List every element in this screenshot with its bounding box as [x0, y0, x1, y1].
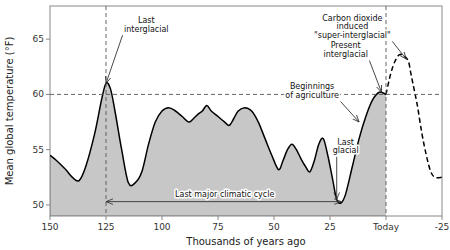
y-tick [46, 94, 50, 95]
y-tick [46, 149, 50, 150]
y-tick-label: 60 [33, 89, 45, 99]
x-tick-label: 125 [97, 222, 114, 232]
x-tick-label: Today [372, 222, 400, 232]
x-tick [442, 216, 443, 220]
y-tick [46, 39, 50, 40]
y-tick-label: 50 [33, 200, 45, 210]
annotation: Carbon dioxideinduced"super-interglacial… [314, 14, 391, 40]
annotation-line: interglacial [323, 50, 367, 59]
x-tick-label: 100 [153, 222, 170, 232]
annotation: Presentinterglacial [323, 41, 367, 59]
annotation-line: glacial [333, 146, 359, 155]
span-arrow [106, 201, 341, 202]
annotation: Lastglacial [333, 138, 359, 156]
plot-frame [50, 6, 442, 216]
x-tick [106, 216, 107, 220]
y-tick-label: 65 [33, 34, 44, 44]
x-tick [162, 216, 163, 220]
x-tick [274, 216, 275, 220]
reference-hline [50, 94, 442, 95]
x-tick [218, 216, 219, 220]
x-axis-label: Thousands of years ago [185, 236, 305, 247]
line [386, 54, 442, 177]
annotation-arrow [392, 41, 406, 59]
annotation-arrow [336, 157, 337, 200]
x-tick [386, 216, 387, 220]
annotation: Lastinterglacial [124, 16, 168, 34]
annotation: Last major climatic cycle [175, 190, 274, 199]
x-tick-label: 50 [268, 222, 280, 232]
reference-vline [106, 6, 107, 216]
x-tick-label: 150 [41, 222, 58, 232]
annotation: Beginningsof agriculture [285, 82, 339, 100]
x-tick-label: 75 [212, 222, 223, 232]
y-tick-label: 55 [33, 145, 44, 155]
annotation-arrow [106, 35, 123, 83]
y-axis-label: Mean global temperature (°F) [4, 37, 15, 186]
area-line [50, 83, 386, 203]
y-tick [46, 204, 50, 205]
chart: 150 125 100 75 50 25 Today -25 50 55 60 65 Thousands… [0, 0, 450, 250]
annotation-line: Last major climatic cycle [175, 190, 274, 199]
annotation-line: interglacial [124, 25, 168, 34]
x-tick-label: 25 [324, 222, 335, 232]
annotation-arrow [369, 61, 381, 93]
annotation-line: "super-interglacial" [314, 31, 391, 40]
plot-area [50, 6, 442, 216]
annotation-line: of agriculture [285, 91, 339, 100]
annotation-arrow [340, 101, 359, 122]
annotations: Lastinterglacial Carbon dioxideinduced"su… [106, 14, 406, 202]
x-tick-label: -25 [435, 222, 450, 232]
x-tick [330, 216, 331, 220]
x-tick [50, 216, 51, 220]
area-fill [50, 83, 386, 216]
